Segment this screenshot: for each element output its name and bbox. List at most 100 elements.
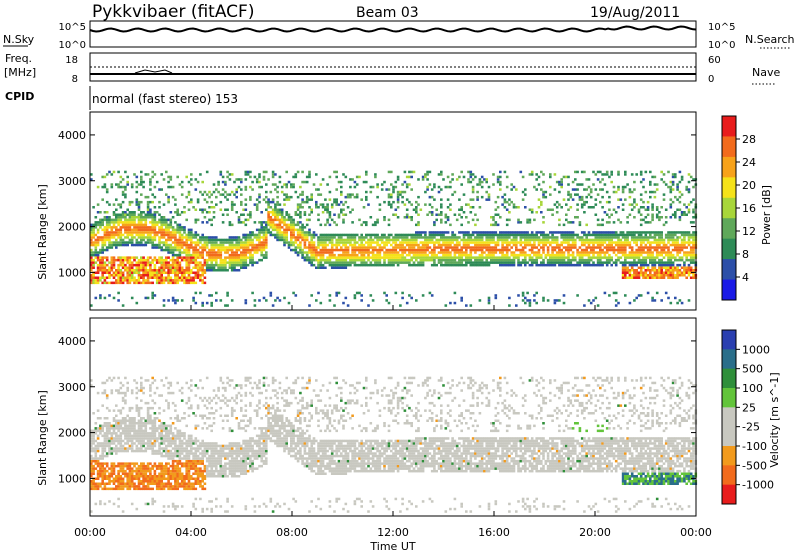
power-cell bbox=[624, 253, 627, 257]
power-cell bbox=[421, 256, 425, 259]
power-cell bbox=[437, 246, 441, 249]
power-cell bbox=[326, 218, 329, 222]
power-cell bbox=[405, 198, 409, 201]
power-cell bbox=[355, 248, 359, 252]
power-cell bbox=[430, 211, 434, 214]
power-cell bbox=[610, 170, 613, 174]
power-cell bbox=[385, 243, 388, 247]
power-cell bbox=[255, 208, 259, 211]
power-cell bbox=[467, 246, 470, 249]
power-cell bbox=[653, 256, 657, 259]
power-cell bbox=[467, 178, 470, 181]
velocity-cell bbox=[96, 475, 100, 478]
power-cell bbox=[446, 263, 450, 267]
power-cell bbox=[508, 256, 511, 259]
power-cell bbox=[203, 241, 207, 244]
power-cell bbox=[378, 208, 382, 211]
power-cell bbox=[621, 271, 625, 274]
power-cell bbox=[415, 243, 418, 247]
power-cell bbox=[308, 248, 311, 252]
power-cell bbox=[183, 243, 186, 247]
power-cell bbox=[567, 233, 570, 237]
velocity-cell bbox=[90, 437, 93, 440]
power-cell bbox=[415, 206, 418, 209]
power-cell bbox=[390, 206, 393, 209]
power-cell bbox=[555, 253, 559, 257]
power-cell bbox=[346, 236, 350, 239]
power-cell bbox=[376, 183, 379, 186]
power-cell bbox=[217, 180, 220, 184]
velocity-cell bbox=[96, 429, 100, 433]
power-cell bbox=[108, 233, 111, 237]
power-cell bbox=[608, 243, 611, 247]
power-cell bbox=[649, 190, 652, 194]
power-cell bbox=[271, 208, 275, 211]
power-cell bbox=[267, 206, 270, 209]
power-cell bbox=[396, 233, 400, 237]
power-cell bbox=[194, 188, 198, 191]
power-cell bbox=[305, 198, 309, 201]
power-cell bbox=[587, 258, 591, 262]
power-cell bbox=[240, 253, 243, 257]
power-cell bbox=[244, 236, 248, 239]
power-cell bbox=[378, 203, 382, 206]
velocity-cell bbox=[92, 485, 95, 488]
power-cell bbox=[271, 173, 275, 176]
power-cell bbox=[224, 269, 227, 272]
power-cell bbox=[94, 296, 98, 300]
power-cell bbox=[162, 276, 166, 279]
power-cell bbox=[140, 170, 143, 174]
power-cell bbox=[401, 190, 404, 194]
power-cell bbox=[349, 193, 352, 196]
power-cell bbox=[562, 233, 566, 237]
power-cell bbox=[599, 246, 602, 249]
power-cell bbox=[167, 266, 170, 269]
power-cell bbox=[194, 266, 198, 269]
power-cell bbox=[169, 221, 173, 224]
power-cell bbox=[442, 238, 445, 242]
power-cell bbox=[362, 221, 366, 224]
power-cell bbox=[310, 246, 313, 249]
power-cell bbox=[644, 231, 648, 234]
power-cell bbox=[103, 185, 107, 189]
power-cell bbox=[628, 301, 632, 305]
power-cell bbox=[203, 216, 207, 219]
power-cell bbox=[212, 246, 216, 249]
power-cell bbox=[542, 216, 545, 219]
power-cell bbox=[392, 200, 395, 204]
power-cell bbox=[196, 261, 200, 264]
power-cell bbox=[244, 256, 248, 259]
power-cell bbox=[578, 238, 582, 242]
power-cell bbox=[503, 170, 507, 174]
power-cell bbox=[633, 251, 636, 254]
power-cell bbox=[99, 266, 102, 269]
power-cell bbox=[515, 238, 518, 242]
power-cell bbox=[180, 276, 184, 279]
power-cell bbox=[137, 261, 141, 264]
power-cell bbox=[192, 296, 195, 300]
power-cell bbox=[219, 269, 223, 272]
velocity-cell bbox=[99, 472, 102, 475]
power-cell bbox=[169, 231, 173, 234]
power-cell bbox=[685, 256, 688, 259]
power-cell bbox=[580, 241, 584, 244]
power-cell bbox=[596, 258, 600, 262]
power-cell bbox=[149, 263, 152, 267]
power-cell bbox=[617, 236, 620, 239]
power-cell bbox=[312, 256, 316, 259]
power-cell bbox=[415, 238, 418, 242]
power-cell bbox=[667, 231, 670, 234]
power-cell bbox=[651, 246, 654, 249]
power-cell bbox=[251, 180, 254, 184]
power-cell bbox=[408, 294, 411, 297]
power-cell bbox=[453, 238, 457, 242]
power-cell bbox=[605, 221, 609, 224]
power-cell bbox=[474, 251, 477, 254]
power-cell bbox=[664, 251, 668, 254]
power-cell bbox=[651, 251, 654, 254]
power-cell bbox=[508, 218, 511, 222]
power-cell bbox=[549, 256, 552, 259]
power-cell bbox=[369, 236, 373, 239]
power-cell bbox=[221, 193, 225, 196]
power-cell bbox=[285, 198, 288, 201]
